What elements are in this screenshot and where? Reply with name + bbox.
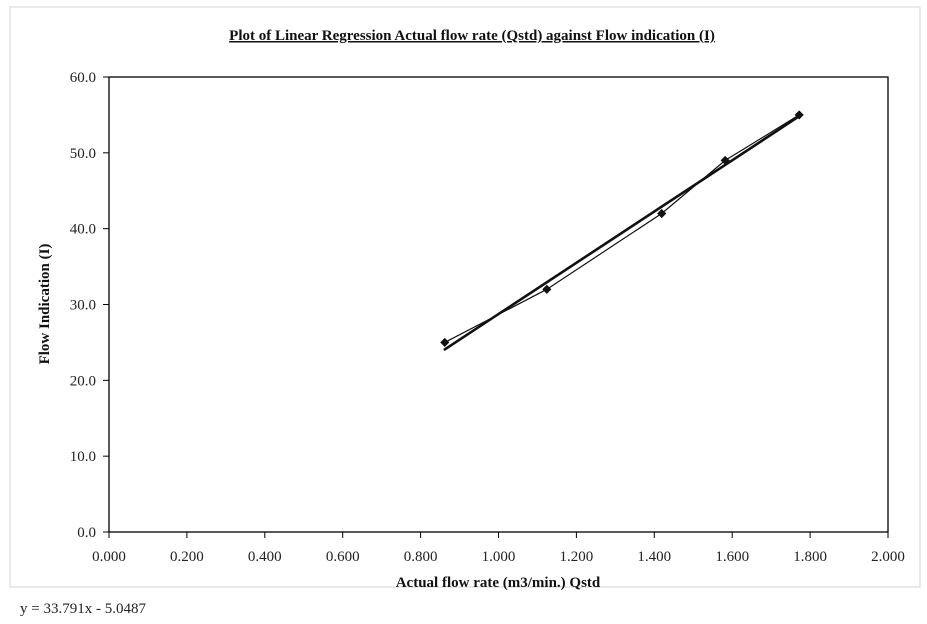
regression-trendline	[443, 114, 801, 351]
y-tick-label: 50.0	[70, 146, 96, 162]
trendline-segment	[443, 114, 801, 351]
x-tick-label: 1.400	[637, 549, 671, 565]
data-point	[720, 155, 730, 165]
x-tick-label: 0.800	[404, 549, 438, 565]
y-tick-label: 0.0	[77, 525, 96, 541]
x-tick-label: 0.400	[248, 549, 282, 565]
y-tick-label: 20.0	[70, 373, 96, 389]
regression-equation: y = 33.791x - 5.0487	[20, 601, 146, 617]
chart-title: Plot of Linear Regression Actual flow ra…	[229, 28, 715, 44]
chart-border	[9, 6, 921, 588]
data-point	[542, 284, 552, 294]
data-point	[440, 337, 450, 347]
x-tick-label: 0.200	[170, 549, 204, 565]
y-tick-label: 60.0	[70, 70, 96, 86]
x-tick-label: 1.600	[715, 549, 749, 565]
y-tick-label: 10.0	[70, 449, 96, 465]
x-tick-label: 2.000	[871, 549, 905, 565]
x-tick-label: 0.600	[326, 549, 360, 565]
data-points	[440, 110, 804, 347]
x-tick-label: 1.200	[560, 549, 594, 565]
x-tick-label: 0.000	[92, 549, 126, 565]
x-axis-title: Actual flow rate (m3/min.) Qstd	[396, 575, 601, 591]
x-axis-ticks: 0.000 0.200 0.400 0.600 0.800 1.000 1.200 1.400…	[92, 532, 905, 565]
x-tick-label: 1.000	[482, 549, 516, 565]
plot-area	[108, 76, 889, 533]
y-axis-ticks: 0.0 10.0 20.0 30.0 40.0 50.0 60.0	[70, 70, 109, 541]
data-point	[657, 208, 667, 219]
data-point	[794, 110, 804, 120]
y-tick-label: 40.0	[70, 222, 96, 238]
x-tick-label: 1.800	[793, 549, 827, 565]
y-tick-label: 30.0	[70, 298, 96, 314]
y-axis-title: Flow Indication (I)	[37, 244, 53, 365]
